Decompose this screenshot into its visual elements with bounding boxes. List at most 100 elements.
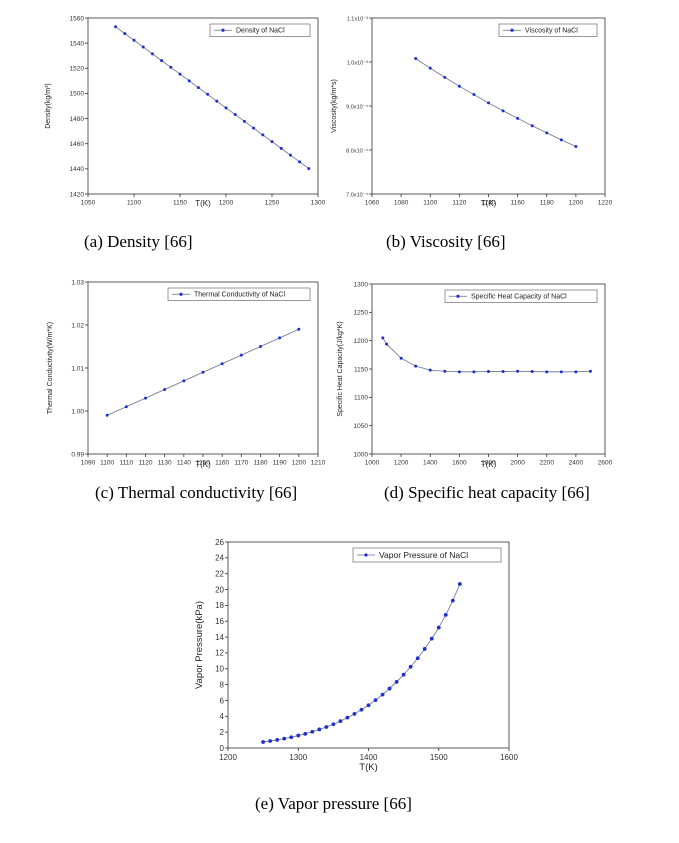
data-point	[359, 707, 364, 712]
data-point	[124, 405, 128, 409]
data-point	[385, 342, 389, 346]
data-point	[487, 370, 490, 374]
data-point	[415, 656, 420, 661]
x-axis-title: T(K)	[481, 460, 497, 469]
caption-thermal-conductivity: (c) Thermal conductivity [66]	[95, 483, 298, 502]
data-point	[275, 738, 280, 742]
legend-label: Viscosity of NaCl	[525, 28, 578, 35]
y-tick-label: 6	[220, 696, 225, 705]
data-point	[279, 146, 283, 150]
data-point	[160, 59, 164, 63]
y-tick-label: 1480	[70, 116, 85, 123]
data-point	[220, 362, 224, 366]
y-tick-label: 26	[215, 538, 224, 547]
x-tick-label: 1110	[120, 460, 134, 467]
plot-frame	[87, 281, 319, 455]
data-point	[545, 370, 549, 374]
x-tick-label: 1500	[430, 753, 448, 762]
data-point	[457, 582, 462, 586]
y-tick-label: 1520	[70, 66, 85, 73]
data-point	[163, 388, 167, 391]
data-point	[414, 56, 418, 60]
legend-marker	[364, 553, 368, 557]
data-point	[331, 722, 336, 727]
data-point	[387, 686, 392, 691]
data-point	[259, 345, 262, 348]
x-axis-title: T(K)	[195, 199, 211, 208]
legend-label: Thermal Conductivity of NaCl	[194, 292, 285, 299]
data-point	[297, 327, 301, 331]
data-point	[380, 692, 385, 697]
data-point	[144, 396, 147, 400]
y-tick-label: 16	[215, 617, 224, 626]
data-point	[530, 124, 534, 128]
y-tick-label: 14	[215, 633, 224, 642]
data-point	[394, 680, 399, 684]
data-point	[588, 369, 592, 373]
legend-box	[209, 23, 311, 37]
x-tick-label: 1600	[500, 753, 518, 762]
y-tick-label: 1540	[70, 40, 85, 47]
data-point	[239, 353, 243, 357]
x-tick-label: 1400	[423, 460, 438, 467]
data-point	[429, 636, 434, 641]
x-tick-label: 1160	[215, 460, 229, 467]
y-tick-label: 1.00	[71, 408, 84, 415]
data-point	[187, 79, 191, 83]
y-tick-label: 1100	[354, 395, 368, 402]
data-point	[123, 32, 127, 36]
data-point	[288, 153, 292, 157]
y-tick-label: 2	[220, 728, 225, 737]
y-tick-label: 1200	[354, 338, 369, 345]
y-tick-label: 8.0x10⁻⁴	[346, 147, 368, 154]
plot-frame	[371, 17, 606, 195]
y-tick-label: 1.01	[71, 365, 84, 372]
y-axis-title: Specific Heat Capacity(J/kg*K)	[337, 321, 344, 416]
data-point	[252, 126, 256, 130]
y-tick-label: 1250	[354, 310, 369, 317]
legend-box	[498, 23, 598, 37]
data-point	[215, 99, 219, 103]
legend-marker	[179, 292, 183, 296]
data-point	[352, 712, 357, 716]
x-axis-title: T(K)	[195, 460, 211, 469]
data-point	[450, 598, 455, 603]
plot-frame	[371, 283, 606, 455]
y-tick-label: 12	[215, 649, 224, 658]
data-point	[443, 369, 447, 373]
x-tick-label: 1090	[81, 460, 96, 467]
data-point	[150, 52, 154, 56]
y-tick-label: 0.99	[71, 451, 84, 458]
series-line	[263, 583, 461, 743]
legend-marker	[221, 28, 225, 32]
y-tick-label: 1300	[354, 281, 369, 288]
legend-label: Density of NaCl	[236, 28, 285, 35]
thermal-conductivity-chart: 1090 1100 1110 1120 1130 1140 1150 1160 1170 1180…	[47, 279, 326, 469]
data-point	[261, 133, 265, 137]
x-tick-label: 1800	[481, 460, 496, 467]
caption-density: (a) Density [66]	[84, 232, 193, 251]
data-point	[443, 612, 448, 617]
x-tick-label: 1060	[365, 200, 380, 207]
y-tick-label: 1460	[70, 141, 85, 148]
series-line	[115, 26, 310, 169]
x-tick-label: 1100	[100, 460, 114, 467]
data-point	[530, 370, 534, 374]
y-tick-label: 1.1x10⁻³	[347, 16, 368, 22]
x-tick-label: 1190	[273, 460, 287, 467]
y-tick-label: 22	[215, 569, 224, 578]
x-tick-label: 1050	[81, 200, 96, 207]
data-point	[182, 379, 186, 383]
density-chart: 1050 1100 1150 1200 1250 1300 1420 1440 1460 1480…	[45, 15, 326, 208]
y-tick-label: 4	[220, 712, 225, 721]
x-tick-label: 1600	[452, 460, 467, 467]
data-point	[201, 370, 205, 374]
plot-frame	[227, 541, 510, 749]
x-tick-label: 1200	[394, 460, 409, 467]
data-point	[114, 25, 118, 29]
y-tick-label: 0	[220, 744, 225, 753]
y-tick-label: 1440	[70, 166, 85, 173]
x-tick-label: 1080	[394, 200, 409, 207]
data-point	[310, 729, 315, 734]
y-tick-label: 1000	[354, 451, 369, 458]
